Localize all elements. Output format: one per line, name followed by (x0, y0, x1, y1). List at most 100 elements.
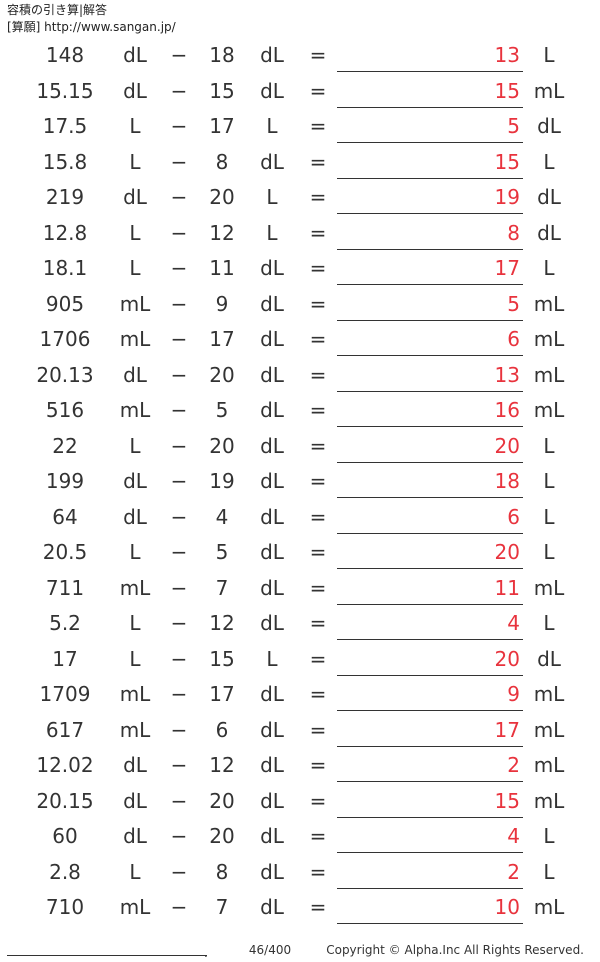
minus-sign: − (170, 185, 188, 209)
first-number: 20.13 (36, 362, 94, 387)
first-number: 15.15 (36, 78, 94, 103)
problem-row: 516 mL −5 dL = 16 mL (0, 393, 600, 429)
first-number: 905 (45, 291, 85, 316)
second-unit: dL (260, 682, 284, 706)
first-number: 199 (45, 469, 85, 493)
minus-sign: − (170, 824, 188, 848)
second-unit: dL (260, 291, 284, 316)
minus-sign: − (170, 362, 188, 387)
answer-unit: L (543, 433, 555, 458)
minus-sign: − (170, 291, 188, 316)
answer-line (337, 319, 523, 321)
answer-line (337, 603, 523, 605)
answer-unit: L (543, 540, 555, 564)
problem-row: 617 mL −6 dL = 17 mL (0, 713, 600, 749)
worksheet-title: 容積の引き算|解答 (7, 3, 108, 17)
second-unit: dL (260, 540, 284, 564)
second-number: 15 (209, 646, 235, 671)
first-unit: dL (123, 185, 147, 209)
answer-line (337, 674, 523, 676)
second-unit: L (266, 646, 278, 671)
minus-sign: − (170, 611, 188, 635)
second-number: 8 (215, 859, 229, 884)
second-unit: dL (260, 398, 284, 422)
first-unit: L (129, 114, 141, 138)
first-unit: dL (123, 824, 147, 848)
answer-value: 15 (494, 788, 520, 813)
answer-value: 5 (507, 114, 520, 138)
equals-sign: = (309, 824, 327, 848)
footer-dot: . (204, 946, 208, 960)
equals-sign: = (309, 114, 327, 138)
first-number: 18.1 (42, 256, 88, 280)
answer-line (337, 568, 523, 569)
answer-unit: mL (533, 327, 565, 351)
problem-row: 1706 mL −17 dL = 6 mL (0, 322, 600, 358)
minus-sign: − (170, 220, 188, 245)
first-unit: dL (123, 43, 147, 67)
second-unit: dL (260, 256, 284, 280)
minus-sign: − (170, 575, 188, 600)
equals-sign: = (309, 291, 327, 316)
minus-sign: − (170, 717, 188, 742)
first-number: 64 (52, 504, 78, 529)
first-number: 219 (45, 185, 85, 209)
minus-sign: − (170, 398, 188, 422)
equals-sign: = (309, 646, 327, 671)
problem-row: 17.5 L −17 L = 5 dL (0, 109, 600, 145)
second-number: 11 (209, 256, 235, 280)
equals-sign: = (309, 504, 327, 529)
first-unit: mL (119, 291, 151, 316)
minus-sign: − (170, 433, 188, 458)
answer-value: 15 (494, 78, 520, 103)
second-number: 17 (209, 682, 235, 706)
answer-line (337, 923, 523, 924)
answer-unit: mL (533, 717, 565, 742)
minus-sign: − (170, 78, 188, 103)
second-unit: dL (260, 78, 284, 103)
first-number: 17 (52, 646, 78, 671)
answer-line (337, 639, 523, 640)
minus-sign: − (170, 149, 188, 174)
answer-value: 17 (494, 256, 520, 280)
answer-line (337, 497, 523, 498)
answer-line (337, 745, 523, 747)
second-unit: dL (260, 717, 284, 742)
first-unit: dL (123, 788, 147, 813)
answer-value: 2 (507, 859, 520, 884)
problem-row: 15.15 dL −15 dL = 15 mL (0, 74, 600, 110)
answer-value: 2 (507, 753, 520, 777)
problem-row: 710 mL −7 dL = 10 mL (0, 890, 600, 926)
first-number: 5.2 (49, 611, 81, 635)
minus-sign: − (170, 504, 188, 529)
answer-unit: mL (533, 291, 565, 316)
answer-value: 8 (507, 220, 520, 245)
problem-row: 199 dL −19 dL = 18 L (0, 464, 600, 500)
first-number: 2.8 (49, 859, 81, 884)
answer-value: 4 (507, 824, 520, 848)
answer-unit: mL (533, 753, 565, 777)
answer-value: 10 (494, 895, 520, 919)
answer-line (337, 532, 523, 534)
second-number: 5 (215, 398, 229, 422)
problem-row: 12.02 dL −12 dL = 2 mL (0, 748, 600, 784)
second-number: 20 (209, 824, 235, 848)
first-number: 1709 (39, 682, 91, 706)
problem-row: 22 L −20 dL = 20 L (0, 429, 600, 465)
answer-line (337, 816, 523, 818)
second-number: 4 (215, 504, 229, 529)
answer-unit: L (543, 611, 555, 635)
problem-row: 905 mL −9 dL = 5 mL (0, 287, 600, 323)
answer-value: 13 (494, 43, 520, 67)
equals-sign: = (309, 256, 327, 280)
problem-row: 5.2 L −12 dL = 4 L (0, 606, 600, 642)
answer-value: 20 (494, 540, 520, 564)
answer-unit: L (543, 149, 555, 174)
answer-unit: dL (537, 114, 561, 138)
answer-unit: mL (533, 575, 565, 600)
minus-sign: − (170, 895, 188, 919)
minus-sign: − (170, 646, 188, 671)
first-unit: dL (123, 78, 147, 103)
second-unit: dL (260, 575, 284, 600)
answer-unit: dL (537, 220, 561, 245)
